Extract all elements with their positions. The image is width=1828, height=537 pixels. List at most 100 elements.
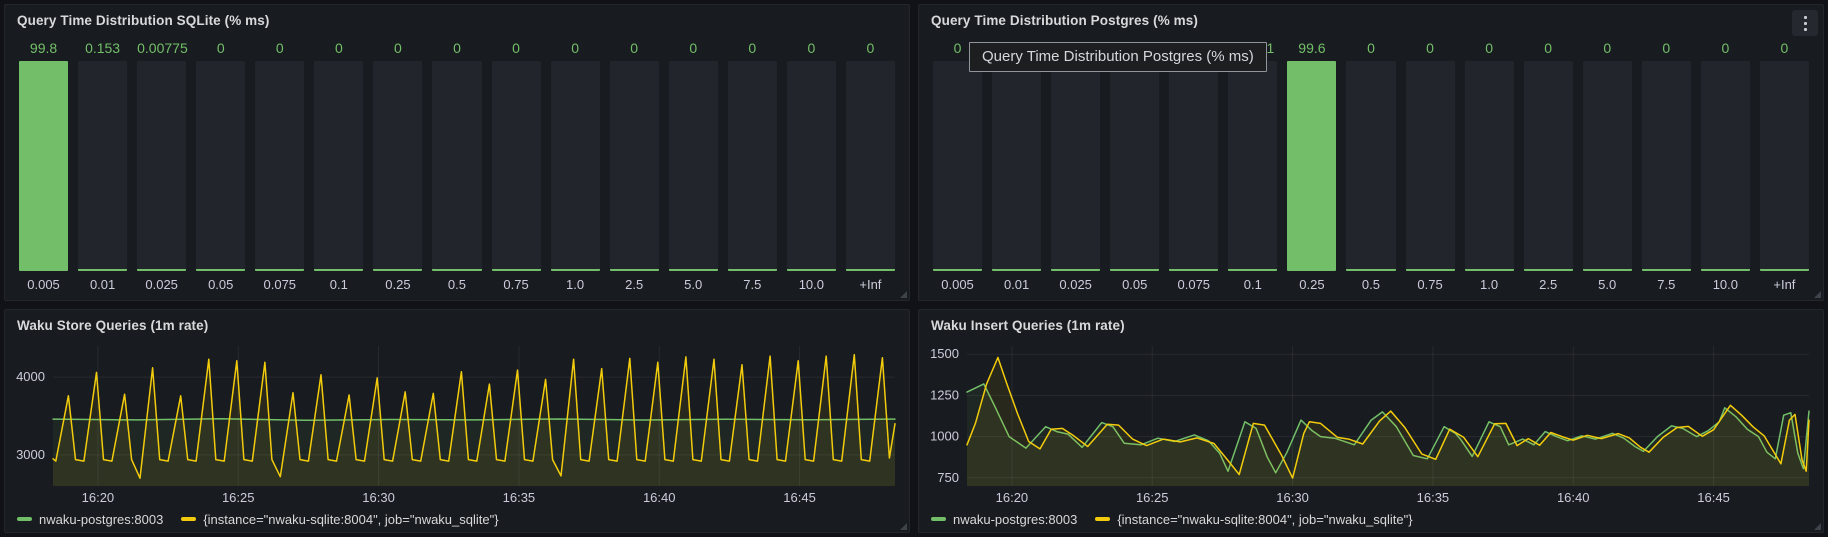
legend-label: {instance="nwaku-sqlite:8004", job="nwak… [1117,511,1413,527]
bar-fill [196,269,246,271]
series-area-fill [967,383,1809,486]
bar-value-label: 0 [334,40,343,56]
bar-value-label: 0 [689,40,698,56]
x-axis-tick-label: 16:30 [362,490,395,505]
panel-query-time-sqlite: Query Time Distribution SQLite (% ms) 99… [4,4,910,301]
bar [314,61,364,271]
legend-item[interactable]: {instance="nwaku-sqlite:8004", job="nwak… [1095,511,1413,527]
series-area-fill [53,418,895,486]
legend-item[interactable]: nwaku-postgres:8003 [17,512,163,527]
bar [1464,61,1514,271]
bar-category-label: 0.1 [329,277,348,292]
panel-resize-handle[interactable] [1814,291,1821,298]
bar-category-label: 5.0 [684,277,703,292]
x-axis-tick-label: 16:25 [1136,490,1169,505]
bar-slot: 0 2.5 [609,35,659,298]
legend-series-dash-icon [931,517,946,521]
x-axis-tick-label: 16:20 [82,490,115,505]
panel-title: Waku Insert Queries (1m rate) [931,317,1125,333]
legend-item[interactable]: nwaku-postgres:8003 [931,512,1077,527]
bar-value-label: 0 [1721,40,1730,56]
series-line [52,417,896,422]
bar-fill [78,269,128,271]
bar [1641,61,1691,271]
bar [78,61,128,271]
timeseries-insert-queries: 16:20 16:25 16:30 16:35 16:40 16:45 750 1000 125… [919,340,1823,506]
bar-value-label: 0 [394,40,402,56]
bar [933,61,983,271]
bar [432,61,482,271]
panel-waku-store-queries: Waku Store Queries (1m rate) 16:20 16:25 1… [4,309,910,533]
x-axis-tick-label: 16:35 [1417,490,1450,505]
bar-fill [845,269,895,271]
bar-slot: 0 0.25 [373,35,423,298]
panel-title: Query Time Distribution SQLite (% ms) [17,12,270,28]
x-axis-tick-label: 16:30 [1276,490,1309,505]
bar-fill [491,269,541,271]
legend-label: nwaku-postgres:8003 [39,511,164,527]
bar-value-label: 0 [630,40,639,56]
series-line [966,356,1810,479]
bar-value-label: 0 [1544,40,1553,56]
bar-fill [1641,269,1691,271]
bar-slot: 0 2.5 [1523,35,1573,298]
bar [727,61,777,271]
bar-slot: 0 7.5 [727,35,777,298]
bar-category-label: 0.025 [1059,277,1092,292]
bar-category-label: 0.25 [1299,277,1325,292]
panel-title: Waku Store Queries (1m rate) [17,317,209,333]
bar-category-label: 0.075 [1177,277,1211,292]
legend-item[interactable]: {instance="nwaku-sqlite:8004", job="nwak… [181,512,499,527]
bar-fill [255,269,305,271]
bar-category-label: 1.0 [1480,277,1499,292]
panel-resize-handle[interactable] [900,523,907,530]
x-axis-tick-label: 16:25 [222,490,255,505]
bar-category-label: 0.005 [27,277,60,292]
bar-fill [137,269,187,271]
legend-label: nwaku-postgres:8003 [953,511,1078,527]
panel-resize-handle[interactable] [1814,523,1821,530]
y-axis-tick-label: 4000 [16,369,45,384]
legend-series-dash-icon [17,517,32,521]
bar-slot: 0 +Inf [845,35,895,298]
panel-header[interactable]: Waku Store Queries (1m rate) [5,310,909,340]
bar-value-label: 0 [866,40,875,56]
bar-category-label: 2.5 [1539,277,1558,292]
bar-value-label: 0 [1367,40,1375,56]
panel-header[interactable]: Query Time Distribution SQLite (% ms) [5,5,909,35]
bar-gauge-postgres: 00.00500.0100.02500.0500.0750.06010.199.… [919,35,1823,300]
y-axis-tick-label: 750 [937,470,959,485]
panel-header[interactable]: Query Time Distribution Postgres (% ms) [919,5,1823,35]
bar-fill [1228,269,1278,271]
panel-title: Query Time Distribution Postgres (% ms) [931,12,1198,28]
bar-fill [609,269,659,271]
bar-value-label: 0 [807,40,816,56]
bar-category-label: +Inf [859,277,882,292]
bar-category-label: 1.0 [566,277,585,292]
legend-series-dash-icon [1095,517,1111,521]
bar [1405,61,1455,271]
bar [1287,61,1337,271]
panel-menu-kebab-icon[interactable] [1792,10,1818,36]
timeseries-store-queries: 16:20 16:25 16:30 16:35 16:40 16:45 3000 4000 [5,340,909,506]
bar-slot: 0 +Inf [1759,35,1809,298]
bar-value-label: 0 [1780,40,1789,56]
bar-category-label: 0.1 [1243,277,1262,292]
bar-slot: 0 0.1 [314,35,364,298]
bar-fill [727,269,777,271]
bar [1110,61,1160,271]
bar-category-label: 2.5 [625,277,644,292]
bar-value-label: 0 [1426,40,1434,56]
bar-fill [373,269,423,271]
bar-fill [314,269,364,271]
bar-fill [432,269,482,271]
bar-category-label: 0.01 [1003,277,1030,292]
bar-fill [668,269,718,271]
bar-value-label: 0 [1485,40,1493,56]
bar-fill [550,269,600,271]
panel-header[interactable]: Waku Insert Queries (1m rate) [919,310,1823,340]
bar-value-label: 0 [275,40,284,56]
panel-resize-handle[interactable] [900,291,907,298]
bar [786,61,836,271]
